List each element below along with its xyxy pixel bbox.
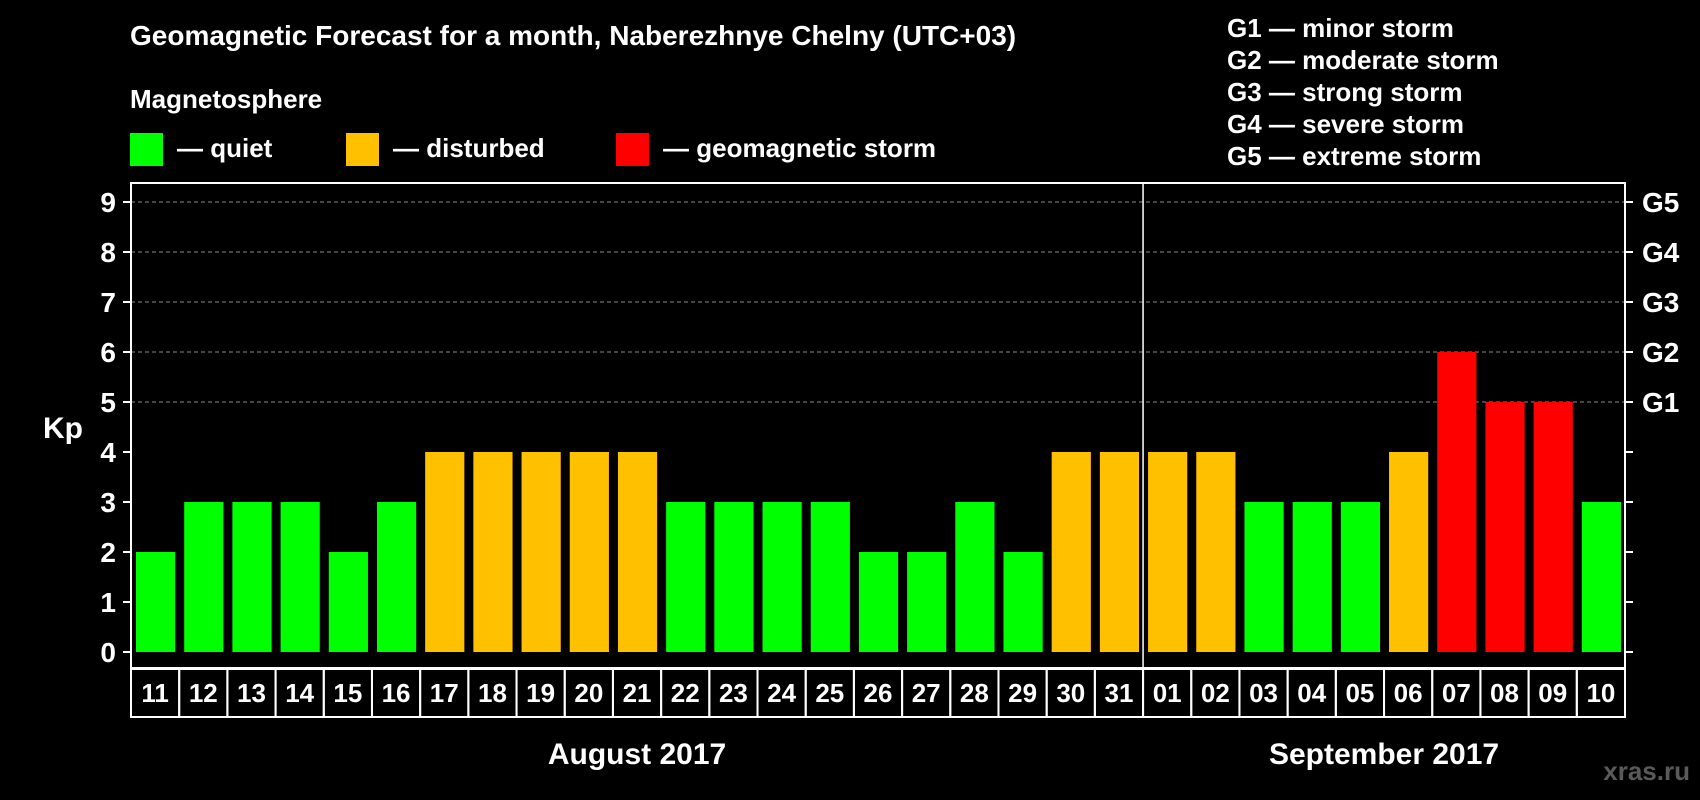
bar-20 [569,452,609,652]
date-label-11: 11 [141,678,169,708]
g-scale-item-g5: G5 — extreme storm [1227,141,1482,171]
date-label-08: 08 [1490,678,1519,708]
right-axis-label-G5: G5 [1642,187,1679,218]
bar-15 [328,552,368,652]
y-tick-label-2: 2 [100,537,116,568]
bar-24 [762,502,802,652]
right-axis-label-G2: G2 [1642,337,1679,368]
date-label-15: 15 [333,678,362,708]
bar-05 [1340,502,1381,652]
date-label-18: 18 [478,678,507,708]
date-label-19: 19 [526,678,555,708]
g-scale-item-g4: G4 — severe storm [1227,109,1465,139]
y-tick-label-9: 9 [100,187,116,218]
bar-08 [1485,402,1525,652]
y-tick-label-5: 5 [100,387,116,418]
date-cell-10 [1575,668,1626,718]
right-axis-label-G1: G1 [1642,387,1679,418]
date-label-29: 29 [1008,678,1037,708]
g-scale-item-g2: G2 — moderate storm [1227,45,1499,75]
bar-31 [1099,452,1140,652]
date-label-12: 12 [189,678,218,708]
date-label-31: 31 [1105,678,1134,708]
date-label-20: 20 [574,678,603,708]
bar-06 [1389,452,1429,652]
date-label-26: 26 [864,678,893,708]
y-tick-label-4: 4 [100,437,116,468]
y-tick-label-3: 3 [100,487,116,518]
legend-label-storm: — geomagnetic storm [663,133,937,163]
legend-label-quiet: — quiet [177,133,273,163]
legend-swatch-quiet [130,133,163,166]
bar-30 [1051,452,1091,652]
date-label-28: 28 [960,678,989,708]
date-label-09: 09 [1538,678,1567,708]
date-label-30: 30 [1056,678,1085,708]
bar-21 [617,452,658,652]
date-label-24: 24 [767,678,796,708]
date-label-21: 21 [623,678,652,708]
date-label-22: 22 [671,678,700,708]
legend-swatch-storm [616,133,649,166]
bar-27 [907,552,947,652]
bar-13 [232,502,272,652]
date-label-02: 02 [1201,678,1230,708]
date-label-17: 17 [430,678,459,708]
date-label-06: 06 [1394,678,1423,708]
month-label-0: August 2017 [548,738,726,771]
date-label-13: 13 [237,678,266,708]
bar-03 [1244,502,1284,652]
g-scale-item-g1: G1 — minor storm [1227,13,1454,43]
legend-swatch-disturbed [346,133,379,166]
date-label-14: 14 [285,678,314,708]
bar-17 [425,452,465,652]
bar-16 [376,502,417,652]
date-label-05: 05 [1345,678,1374,708]
y-tick-label-1: 1 [100,587,116,618]
date-label-07: 07 [1442,678,1471,708]
date-label-27: 27 [912,678,941,708]
bar-09 [1533,402,1573,652]
bar-04 [1292,502,1332,652]
bar-18 [473,452,513,652]
date-label-23: 23 [719,678,748,708]
watermark: xras.ru [1603,756,1690,786]
bar-22 [666,502,706,652]
legend-heading: Magnetosphere [130,84,323,114]
date-label-03: 03 [1249,678,1278,708]
y-axis-label: Kp [43,412,83,445]
bar-26 [858,552,899,652]
y-tick-label-0: 0 [100,637,116,668]
y-tick-label-8: 8 [100,237,116,268]
date-label-10: 10 [1586,678,1615,708]
bar-19 [521,452,561,652]
bar-12 [184,502,224,652]
bar-11 [136,552,176,652]
date-label-16: 16 [382,678,411,708]
right-axis-label-G3: G3 [1642,287,1679,318]
chart-title: Geomagnetic Forecast for a month, Nabere… [130,20,1017,51]
bar-23 [714,502,754,652]
date-label-04: 04 [1297,678,1326,708]
g-scale-legend: G1 — minor storm G2 — moderate storm G3 … [1227,12,1499,172]
legend-label-disturbed: — disturbed [393,133,545,163]
bar-25 [810,502,850,652]
bar-02 [1196,452,1236,652]
date-label-01: 01 [1153,678,1182,708]
month-label-1: September 2017 [1269,738,1499,771]
bar-07 [1437,352,1477,652]
bar-29 [1003,552,1043,652]
right-axis-label-G4: G4 [1642,237,1680,268]
date-label-25: 25 [815,678,844,708]
bar-01 [1148,452,1188,652]
bar-10 [1581,502,1621,652]
y-tick-label-7: 7 [100,287,116,318]
y-tick-label-6: 6 [100,337,116,368]
bar-14 [280,502,320,652]
g-scale-item-g3: G3 — strong storm [1227,77,1463,107]
bar-28 [955,502,995,652]
